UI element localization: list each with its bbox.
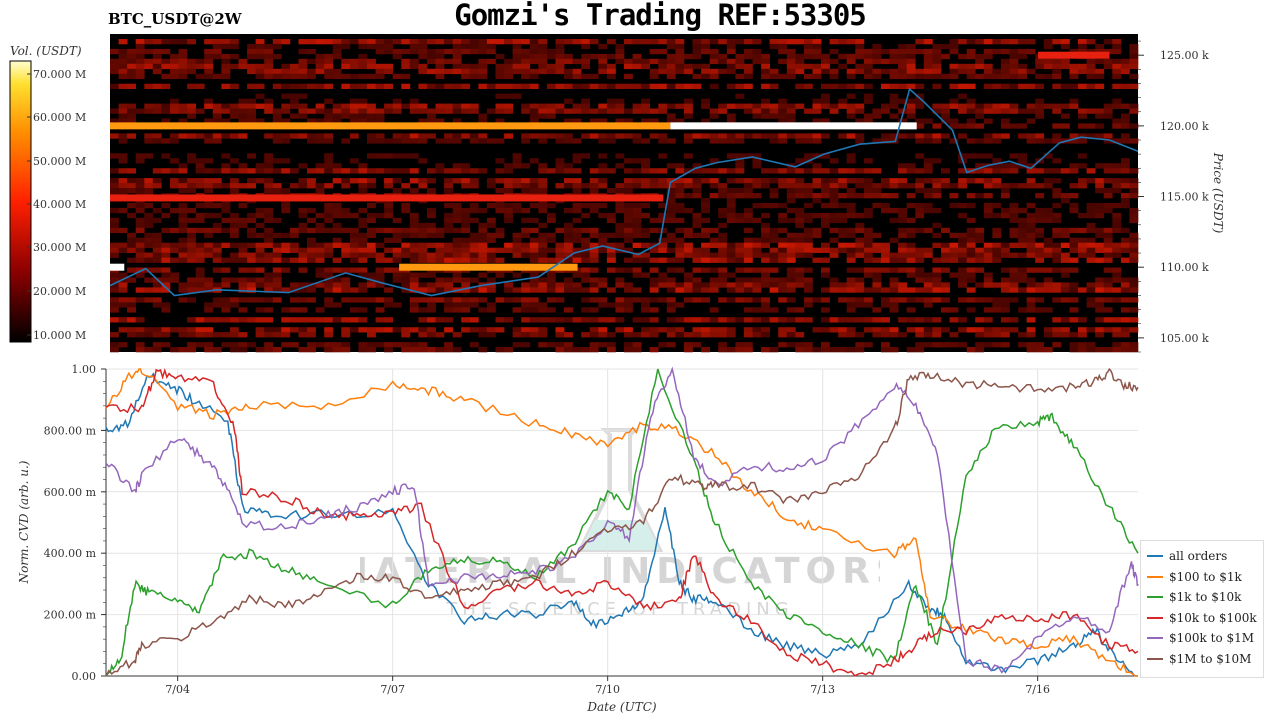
legend-label: $100 to $1k bbox=[1169, 569, 1242, 584]
heat-band-3 bbox=[110, 194, 664, 202]
cvd-tick-label: 600.00 m bbox=[44, 486, 97, 499]
legend: all orders $100 to $1k $1k to $10k $10k to … bbox=[1140, 540, 1264, 678]
colorbar-tick-label: 20.000 M bbox=[33, 285, 86, 298]
price-tick-label: 115.00 k bbox=[1160, 191, 1209, 204]
legend-item: $10k to $100k bbox=[1147, 609, 1257, 627]
x-axis-label: Date (UTC) bbox=[586, 700, 656, 714]
series-line-2 bbox=[105, 368, 1139, 677]
cvd-tick-label: 1.00 bbox=[72, 363, 97, 376]
legend-swatch bbox=[1147, 637, 1163, 639]
colorbar-gradient bbox=[9, 60, 32, 343]
date-tick-label: 7/13 bbox=[810, 683, 835, 696]
legend-swatch bbox=[1147, 575, 1163, 578]
legend-item: $1M to $10M bbox=[1147, 650, 1251, 668]
series-line-0 bbox=[105, 372, 1138, 677]
heat-band-4 bbox=[399, 263, 578, 271]
cvd-tick-label: 400.00 m bbox=[44, 547, 97, 560]
series-line-3 bbox=[105, 368, 1139, 677]
colorbar-tick-label: 10.000 M bbox=[33, 329, 86, 342]
price-line bbox=[109, 87, 1139, 297]
price-tick-label: 125.00 k bbox=[1160, 49, 1209, 62]
series-line-5 bbox=[105, 367, 1139, 677]
cvd-panel: 0.00 200.00 m 400.00 m 600.00 m 800.00 m 1.00… bbox=[17, 363, 1139, 714]
cvd-tick-label: 200.00 m bbox=[44, 609, 97, 622]
date-tick-label: 7/07 bbox=[380, 683, 405, 696]
legend-label: all orders bbox=[1169, 549, 1228, 563]
price-axis-label: Price (USDT) bbox=[1211, 152, 1225, 234]
legend-swatch bbox=[1147, 657, 1163, 660]
heat-band-5 bbox=[110, 263, 125, 271]
series-line-4 bbox=[105, 366, 1139, 674]
heatmap-panel: 105.00 k 110.00 k 115.00 k 120.00 k 125.00 k… bbox=[109, 34, 1225, 353]
cvd-tick-label: 0.00 bbox=[72, 670, 97, 683]
heat-band-0 bbox=[110, 122, 671, 130]
heat-band-2 bbox=[1038, 51, 1110, 59]
colorbar: 10.000 M 20.000 M 30.000 M 40.000 M 50.000 M… bbox=[9, 60, 86, 343]
chart-title: Gomzi's Trading REF:53305 bbox=[454, 0, 867, 32]
legend-label: $1M to $10M bbox=[1169, 651, 1252, 666]
legend-label: $100k to $1M bbox=[1169, 631, 1255, 645]
legend-swatch bbox=[1147, 555, 1163, 557]
price-tick-label: 110.00 k bbox=[1160, 261, 1209, 274]
colorbar-tick-label: 60.000 M bbox=[33, 111, 86, 124]
cvd-tick-label: 800.00 m bbox=[44, 424, 97, 437]
legend-item: all orders bbox=[1147, 547, 1227, 565]
colorbar-tick-label: 30.000 M bbox=[33, 241, 86, 254]
y-axis-label: Norm. CVD (arb. u.) bbox=[17, 460, 31, 584]
date-tick-label: 7/04 bbox=[165, 683, 190, 696]
colorbar-tick-label: 50.000 M bbox=[33, 155, 86, 168]
date-tick-label: 7/10 bbox=[595, 683, 620, 696]
heatmap-cells bbox=[110, 39, 1139, 353]
price-tick-label: 105.00 k bbox=[1160, 332, 1209, 345]
legend-item: $100 to $1k bbox=[1147, 568, 1242, 586]
series-line-1 bbox=[105, 368, 1138, 677]
colorbar-tick-label: 40.000 M bbox=[33, 198, 86, 211]
date-tick-label: 7/16 bbox=[1025, 683, 1050, 696]
legend-label: $1k to $10k bbox=[1169, 590, 1242, 604]
price-tick-label: 120.00 k bbox=[1160, 120, 1209, 133]
heat-band-1 bbox=[670, 122, 917, 130]
symbol-label: BTC_USDT@2W bbox=[108, 10, 242, 28]
colorbar-tick-label: 70.000 M bbox=[33, 68, 86, 81]
legend-item: $1k to $10k bbox=[1147, 588, 1241, 606]
legend-swatch bbox=[1147, 596, 1163, 598]
legend-swatch bbox=[1147, 616, 1163, 619]
legend-label: $10k to $100k bbox=[1169, 610, 1257, 625]
legend-item: $100k to $1M bbox=[1147, 629, 1254, 647]
colorbar-label: Vol. (USDT) bbox=[10, 44, 82, 58]
